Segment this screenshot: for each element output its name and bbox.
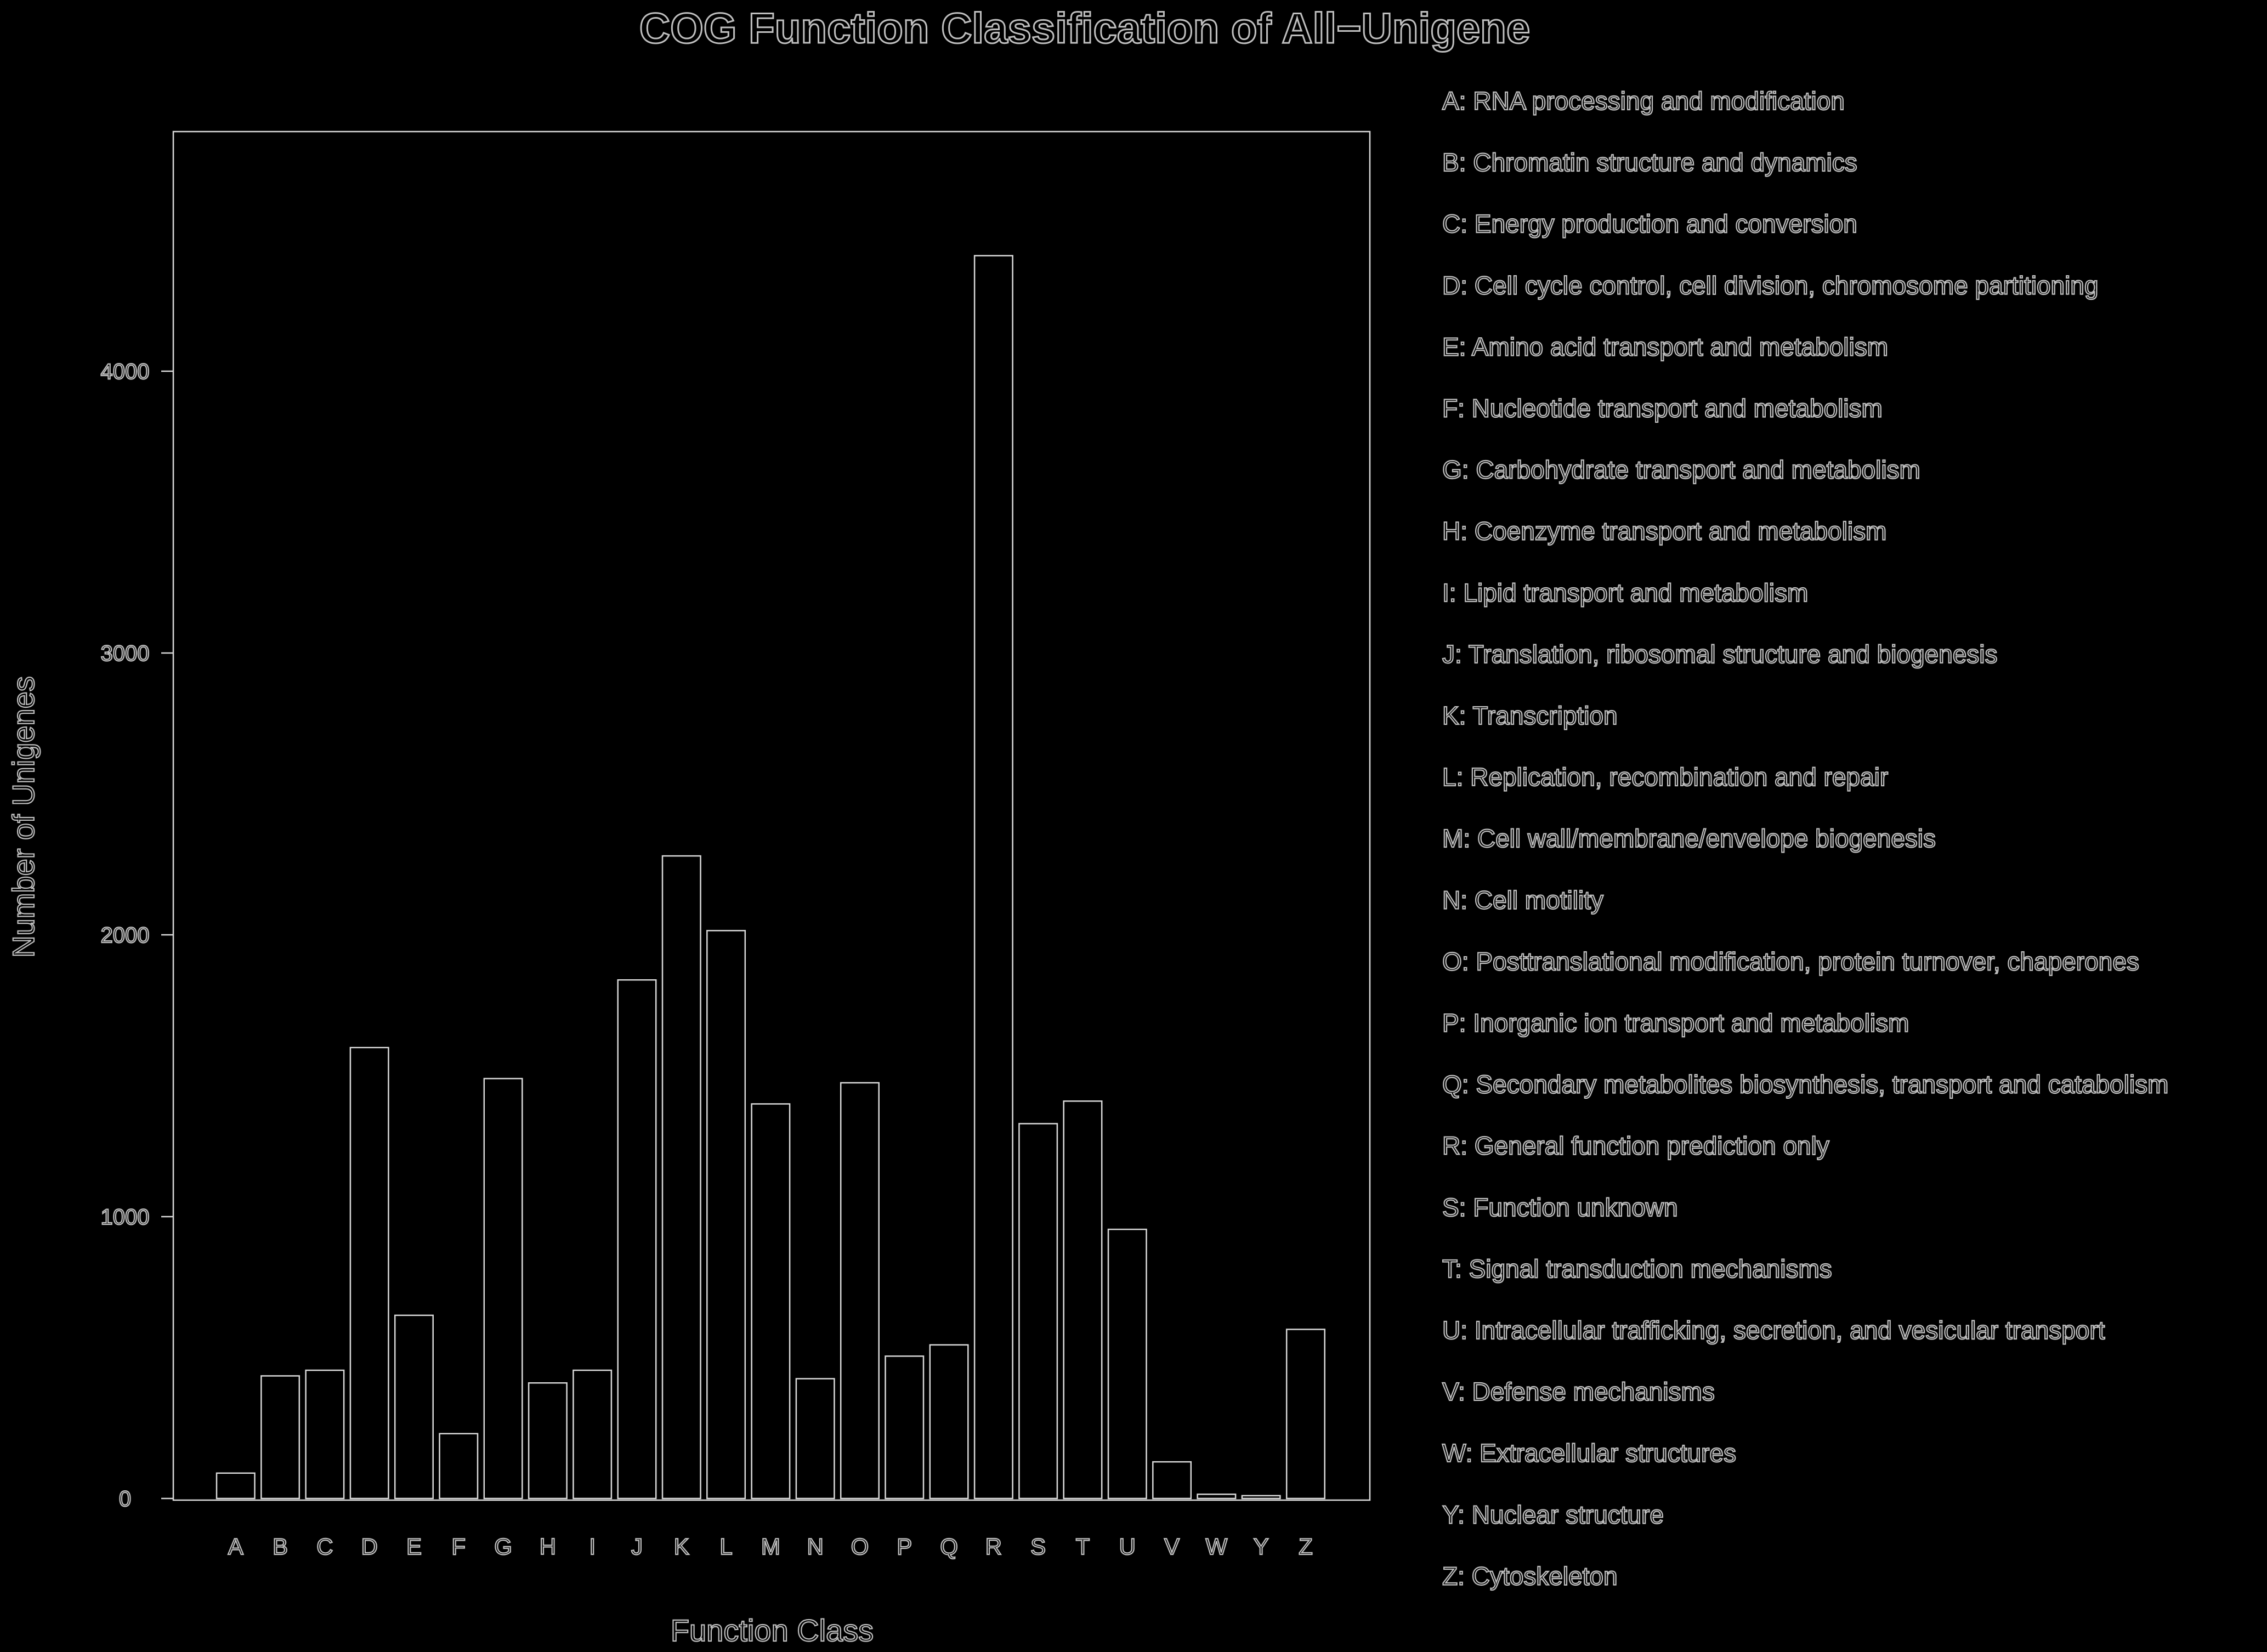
legend-entry: U: Intracellular trafficking, secretion,… [1442, 1316, 2105, 1344]
bar-N [795, 1378, 835, 1500]
legend-entry: L: Replication, recombination and repair [1442, 763, 1888, 791]
x-tick-label-J: J [631, 1534, 643, 1559]
legend-entry: Z: Cytoskeleton [1442, 1562, 1618, 1590]
bar-Q [929, 1344, 969, 1500]
legend: A: RNA processing and modification B: Chr… [1442, 86, 2169, 1591]
x-tick-label-Y: Y [1254, 1534, 1269, 1559]
legend-entry: D: Cell cycle control, cell division, ch… [1442, 271, 2098, 299]
x-tick-label-D: D [361, 1534, 377, 1559]
bar-B [260, 1375, 301, 1500]
x-tick-label-C: C [316, 1534, 333, 1559]
legend-entry: Q: Secondary metabolites biosynthesis, t… [1442, 1070, 2168, 1099]
x-tick-label-A: A [228, 1534, 243, 1559]
x-axis-label: Function Class [671, 1613, 874, 1648]
x-tick-label-F: F [451, 1534, 466, 1559]
bar-Y [1241, 1495, 1281, 1500]
bar-T [1063, 1100, 1103, 1500]
legend-entry: H: Coenzyme transport and metabolism [1442, 517, 1886, 546]
x-tick-label-U: U [1119, 1534, 1136, 1559]
plot-frame [172, 130, 1371, 1501]
chart-title: COG Function Classification of All−Unige… [639, 4, 1530, 52]
x-tick-label-O: O [851, 1534, 869, 1559]
x-tick-label-M: M [761, 1534, 780, 1559]
bar-H [528, 1382, 568, 1500]
legend-entry: T: Signal transduction mechanisms [1442, 1254, 1832, 1283]
bar-G [483, 1077, 523, 1500]
bar-U [1107, 1228, 1147, 1500]
bar-F [439, 1433, 479, 1500]
legend-entry: K: Transcription [1442, 701, 1618, 730]
bar-W [1197, 1494, 1237, 1500]
x-tick-label-N: N [807, 1534, 823, 1559]
y-tick-label: 2000 [101, 923, 150, 947]
x-tick-label-S: S [1030, 1534, 1046, 1559]
x-tick-label-W: W [1206, 1534, 1228, 1559]
legend-entry: G: Carbohydrate transport and metabolism [1442, 456, 1920, 484]
bar-O [840, 1082, 880, 1500]
bar-K [661, 855, 701, 1500]
x-tick-label-L: L [719, 1534, 732, 1559]
y-axis-label: Number of Unigenes [6, 676, 41, 958]
x-tick-label-Z: Z [1299, 1534, 1313, 1559]
x-tick-label-Q: Q [940, 1534, 958, 1559]
legend-entry: C: Energy production and conversion [1442, 209, 1857, 238]
legend-entry: F: Nucleotide transport and metabolism [1442, 394, 1883, 423]
bar-A [216, 1472, 256, 1500]
x-tick-label-B: B [273, 1534, 288, 1559]
y-tick-label: 4000 [101, 360, 150, 384]
legend-entry: R: General function prediction only [1442, 1132, 1829, 1160]
bar-S [1018, 1123, 1058, 1500]
y-tick-label: 1000 [101, 1205, 150, 1229]
legend-entry: J: Translation, ribosomal structure and … [1442, 640, 1998, 668]
bar-Z [1285, 1329, 1325, 1500]
x-tick-label-H: H [540, 1534, 556, 1559]
legend-entry: M: Cell wall/membrane/envelope biogenesi… [1442, 824, 1936, 853]
legend-entry: W: Extracellular structures [1442, 1439, 1736, 1467]
bar-V [1152, 1461, 1192, 1500]
bar-M [751, 1103, 791, 1500]
bar-C [305, 1369, 345, 1500]
x-tick-label-R: R [985, 1534, 1002, 1559]
y-tick-label: 3000 [101, 642, 150, 666]
bar-J [617, 979, 657, 1500]
legend-entry: E: Amino acid transport and metabolism [1442, 332, 1888, 361]
bar-L [706, 930, 746, 1500]
x-tick-label-I: I [589, 1534, 596, 1559]
bar-I [573, 1369, 613, 1500]
bar-D [349, 1047, 389, 1500]
x-tick-label-V: V [1164, 1534, 1180, 1559]
legend-entry: N: Cell motility [1442, 885, 1603, 914]
legend-entry: O: Posttranslational modification, prote… [1442, 947, 2139, 975]
x-tick-label-P: P [897, 1534, 912, 1559]
legend-entry: V: Defense mechanisms [1442, 1377, 1715, 1406]
legend-entry: I: Lipid transport and metabolism [1442, 578, 1808, 607]
x-tick-label-G: G [494, 1534, 512, 1559]
bar-R [973, 255, 1013, 1500]
x-tick-label-T: T [1076, 1534, 1090, 1559]
legend-entry: S: Function unknown [1442, 1193, 1678, 1222]
legend-entry: A: RNA processing and modification [1442, 87, 1845, 115]
legend-entry: P: Inorganic ion transport and metabolis… [1442, 1009, 1909, 1037]
bar-E [394, 1314, 434, 1500]
x-tick-label-E: E [406, 1534, 422, 1559]
legend-entry: B: Chromatin structure and dynamics [1442, 148, 1857, 177]
legend-entry: Y: Nuclear structure [1442, 1500, 1664, 1529]
y-tick-label: 0 [119, 1487, 131, 1511]
bar-P [885, 1355, 925, 1500]
x-tick-label-K: K [674, 1534, 689, 1559]
